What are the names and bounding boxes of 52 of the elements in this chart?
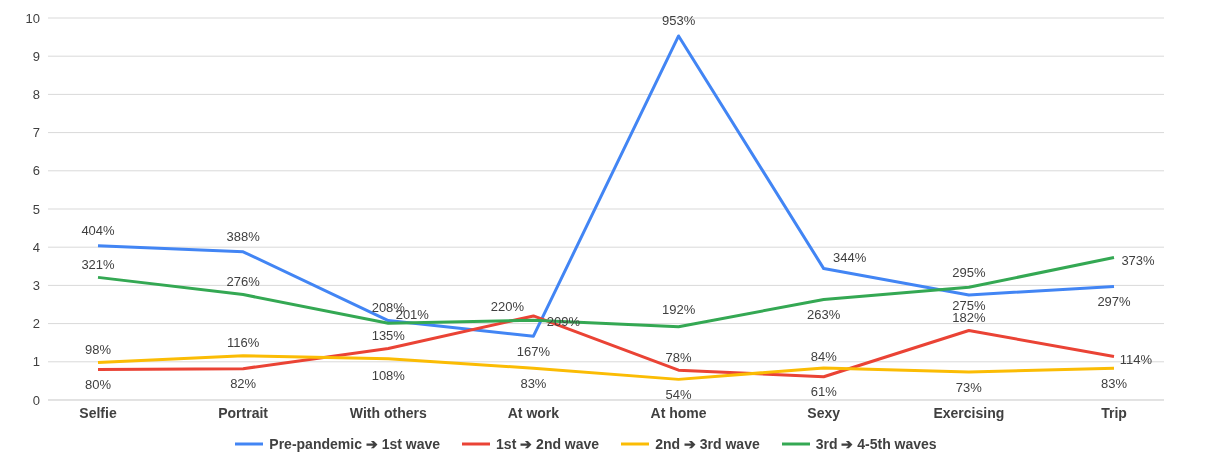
data-label: 167%: [516, 343, 551, 359]
data-label: 82%: [230, 376, 257, 392]
x-tick-label: Sexy: [807, 404, 841, 421]
legend-label: 3rd ➔ 4-5th waves: [815, 436, 937, 452]
y-tick-label: 5: [32, 201, 40, 217]
legend-label: 1st ➔ 2nd wave: [496, 436, 600, 452]
data-label: 116%: [226, 335, 260, 351]
data-label: 321%: [81, 256, 116, 272]
x-tick-label: Exercising: [933, 404, 1005, 421]
data-label: 108%: [371, 368, 406, 384]
data-label: 276%: [226, 274, 261, 290]
data-label: 98%: [84, 342, 112, 357]
y-tick-label: 9: [32, 48, 40, 64]
data-label: 344%: [833, 250, 867, 266]
line-series: [96, 354, 1116, 381]
y-tick-label: 3: [32, 278, 40, 294]
x-tick-label: With others: [349, 404, 427, 421]
x-tick-label: At work: [507, 404, 560, 421]
data-label: 297%: [1097, 293, 1132, 309]
data-label: 83%: [520, 375, 547, 391]
y-tick-label: 10: [25, 10, 40, 26]
data-label: 209%: [546, 313, 581, 329]
data-label: 135%: [371, 327, 406, 343]
x-tick-label: Trip: [1101, 404, 1127, 421]
data-label: 192%: [661, 302, 696, 318]
y-tick-label: 4: [32, 239, 40, 255]
data-label: 295%: [952, 264, 986, 280]
data-label: 388%: [226, 229, 261, 245]
y-tick-label: 1: [32, 354, 40, 370]
data-label: 80%: [84, 376, 112, 392]
data-label: 263%: [807, 306, 841, 322]
x-tick-label: Portrait: [218, 404, 269, 421]
y-tick-label: 2: [32, 316, 40, 332]
data-label: 83%: [1100, 375, 1128, 391]
y-tick-label: 0: [32, 392, 40, 408]
data-label: 373%: [1121, 252, 1156, 268]
legend-label: 2nd ➔ 3rd wave: [655, 436, 760, 452]
data-label: 114%: [1119, 351, 1153, 367]
data-label: 73%: [955, 379, 983, 395]
data-label: 61%: [810, 384, 838, 400]
data-label: 84%: [810, 349, 838, 365]
y-tick-label: 6: [32, 163, 40, 179]
data-label: 404%: [81, 223, 116, 239]
y-tick-label: 7: [32, 125, 40, 141]
data-label: 953%: [661, 13, 696, 29]
x-tick-label: At home: [650, 404, 707, 421]
data-label: 78%: [665, 349, 693, 365]
data-label: 220%: [490, 299, 525, 315]
data-label: 54%: [665, 386, 693, 402]
legend-label: Pre-pandemic ➔ 1st wave: [269, 436, 441, 452]
y-tick-label: 8: [32, 87, 40, 103]
x-tick-label: Selfie: [79, 404, 117, 421]
